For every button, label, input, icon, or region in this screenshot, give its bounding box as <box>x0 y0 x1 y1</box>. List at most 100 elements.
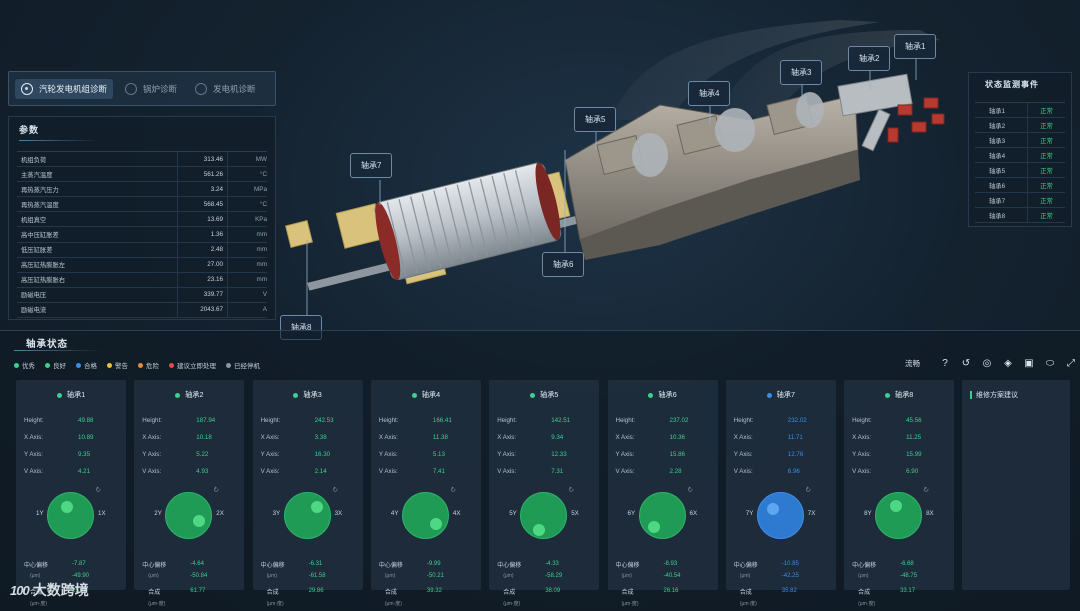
offset-row: 中心偏移 -7.87 <box>24 558 126 570</box>
bearing-stats: Height: 166.41 X Axis: 11.38 Y Axis: 5.13 V Ax… <box>379 412 481 480</box>
gauge-x-label: 8X <box>926 510 934 517</box>
legend-label: 危险 <box>146 363 159 370</box>
rotation-arrow-icon: ↻ <box>566 486 575 495</box>
param-row: 励磁电压 339.77 V <box>17 287 267 303</box>
stat-label: Y Axis: <box>378 451 398 458</box>
stat-label: Height: <box>852 417 872 424</box>
orbit-circle <box>165 492 213 539</box>
bearing-card[interactable]: 轴承5 Height: 142.51 X Axis: 9.34 Y Axis: 12.33 V… <box>489 380 600 607</box>
bearing-card[interactable]: 轴承7 Height: 232.02 X Axis: 11.71 Y Axis: 12.76… <box>725 380 836 607</box>
render-mode-label[interactable]: 流畅 <box>905 358 920 368</box>
bearing-card[interactable]: 轴承4 Height: 166.41 X Axis: 11.38 Y Axis: 5.13 V… <box>370 380 481 607</box>
param-unit: mm <box>227 227 273 242</box>
refresh-icon[interactable]: ↺ <box>961 357 971 369</box>
params-panel: 参数 机组负荷 313.46 MW 主蒸汽温度 561.26 °C 再热蒸汽压力 3.24 MP… <box>8 116 276 320</box>
bearing-card[interactable]: 轴承1 Height: 49.88 X Axis: 10.89 Y Axis: 9.35 V … <box>16 380 126 607</box>
stat-label: V Axis: <box>615 468 635 475</box>
turbine-generator-model[interactable]: 轴承7 轴承8 轴承6 轴承5 轴承4 轴承3 轴承2 轴承1 <box>280 10 970 340</box>
offset-value-2: -58.29 <box>545 573 563 579</box>
offset-value-1: -4.64 <box>190 561 204 567</box>
gamepad-icon[interactable]: ⬭ <box>1045 357 1055 369</box>
tab-boiler[interactable]: 锅炉诊断 <box>119 79 183 99</box>
target-icon[interactable]: ◎ <box>982 357 992 369</box>
orbit-gauge: 7Y 7X ↻ <box>726 486 836 552</box>
stat-row: X Axis: 11.71 <box>734 429 836 446</box>
watermark-text: 大数跨境 <box>32 582 89 598</box>
stat-value: 11.25 <box>906 434 922 441</box>
combined-label: 合成 <box>148 589 161 596</box>
event-bearing-name: 轴承7 <box>989 197 1006 205</box>
offset-value-1: -10.85 <box>781 561 799 567</box>
param-unit: A <box>227 302 273 318</box>
combined-unit: (μm·度) <box>148 600 166 607</box>
stat-row: V Axis: 6.96 <box>734 463 836 480</box>
offset-row: 中心偏移 -9.99 <box>379 558 481 570</box>
gauge-x-label: 6X <box>689 510 698 517</box>
fullscreen-icon[interactable]: ⤢ <box>1067 357 1075 369</box>
param-unit: KPa <box>227 212 273 227</box>
callout-bearing-7[interactable]: 轴承7 <box>350 153 393 178</box>
callout-bearing-6[interactable]: 轴承6 <box>542 252 585 277</box>
event-bearing-name: 轴承1 <box>989 107 1006 115</box>
offset-unit: (μm) <box>266 573 277 579</box>
combined-row: 合成 35.82 <box>734 585 836 597</box>
stat-label: Height: <box>142 417 162 424</box>
combined-unit: (μm·度) <box>503 600 521 607</box>
event-row[interactable]: 轴承2 正常 <box>975 118 1065 133</box>
bearing-name: 轴承8 <box>894 390 914 399</box>
event-row[interactable]: 轴承6 正常 <box>975 178 1065 193</box>
offset-unit: (μm) <box>858 573 869 579</box>
status-dot-icon <box>884 392 890 398</box>
gauge-x-label: 2X <box>216 510 224 517</box>
bearing-name: 轴承7 <box>776 390 795 399</box>
stat-label: V Axis: <box>852 468 872 475</box>
event-row[interactable]: 轴承1 正常 <box>975 103 1065 118</box>
param-name: 再热蒸汽温度 <box>21 201 59 209</box>
offset-label: 中心偏移 <box>733 562 758 569</box>
event-row[interactable]: 轴承4 正常 <box>975 148 1065 163</box>
callout-bearing-4[interactable]: 轴承4 <box>688 81 731 106</box>
bearing-card[interactable]: 轴承3 Height: 242.53 X Axis: 3.38 Y Axis: 16.30 V… <box>252 380 363 607</box>
bearing-card[interactable]: 轴承2 Height: 187.94 X Axis: 10.18 Y Axis: 5.22 V… <box>134 380 245 607</box>
offset-unit: (μm) <box>621 573 632 579</box>
stat-row: X Axis: 11.25 <box>852 429 954 446</box>
event-row[interactable]: 轴承8 正常 <box>975 208 1065 223</box>
camera-icon[interactable]: ▣ <box>1024 357 1034 369</box>
combined-row: 合成 38.09 <box>497 585 599 597</box>
event-row[interactable]: 轴承5 正常 <box>975 163 1065 178</box>
offset-value-1: -6.31 <box>308 561 323 567</box>
gauge-x-label: 3X <box>334 510 343 517</box>
bearing-name: 轴承5 <box>540 390 559 399</box>
tab-generator[interactable]: 发电机诊断 <box>189 79 262 99</box>
callout-bearing-2[interactable]: 轴承2 <box>848 46 891 71</box>
callout-bearing-5[interactable]: 轴承5 <box>574 107 617 132</box>
param-row: 高中压缸胀差 1.36 mm <box>17 227 267 243</box>
callout-bearing-1[interactable]: 轴承1 <box>894 34 937 59</box>
rotation-arrow-icon: ↻ <box>685 486 694 495</box>
offset-block: 中心偏移 -9.99 (μm) -50.21 合成 39.32 (μm·度) <box>379 558 481 609</box>
bearing-stats: Height: 237.02 X Axis: 10.36 Y Axis: 15.86 V A… <box>616 412 718 480</box>
bearing-card[interactable]: 轴承8 Height: 45.56 X Axis: 11.25 Y Axis: 15.99 V… <box>844 380 955 607</box>
param-value: 568.45 <box>177 197 227 212</box>
status-dot-icon <box>45 362 50 368</box>
legend-label: 良好 <box>53 363 66 370</box>
stat-value: 15.86 <box>669 451 685 458</box>
event-row[interactable]: 轴承3 正常 <box>975 133 1065 148</box>
tab-turbine-generator[interactable]: 汽轮发电机组诊断 <box>15 78 114 99</box>
callout-bearing-3[interactable]: 轴承3 <box>780 60 823 85</box>
layers-icon[interactable]: ◈ <box>1004 357 1012 369</box>
combined-label: 合成 <box>858 589 871 596</box>
offset-unit: (μm) <box>384 573 396 579</box>
stat-value: 4.21 <box>78 468 91 475</box>
param-value: 27.00 <box>177 257 227 272</box>
bearing-card[interactable]: 轴承6 Height: 237.02 X Axis: 10.36 Y Axis: 15.86… <box>607 380 718 607</box>
combined-row: 合成 26.16 <box>616 585 718 597</box>
event-bearing-name: 轴承8 <box>989 212 1006 220</box>
stat-label: X Axis: <box>378 434 398 441</box>
offset-label: 中心偏移 <box>852 562 877 569</box>
stat-value: 2.14 <box>314 468 327 475</box>
stat-value: 5.22 <box>196 451 209 458</box>
help-icon[interactable]: ? <box>942 357 948 369</box>
gauge-x-label: 4X <box>452 510 461 517</box>
event-row[interactable]: 轴承7 正常 <box>975 193 1065 208</box>
